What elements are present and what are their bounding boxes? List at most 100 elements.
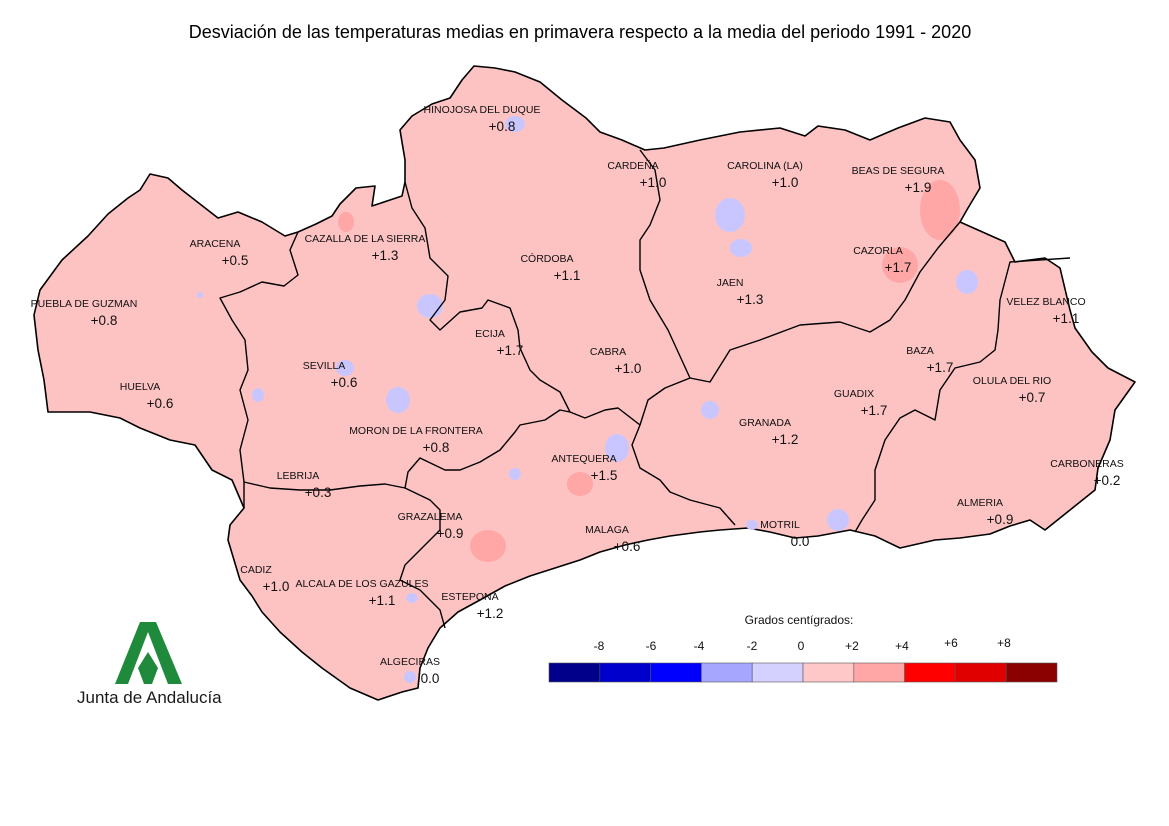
station-value: 0.0	[791, 534, 810, 549]
station-label: LEBRIJA +0.3	[277, 470, 332, 500]
station-value: +0.9	[987, 512, 1014, 527]
station-value: +0.2	[1094, 473, 1121, 488]
station-label: ARACENA +0.5	[190, 238, 249, 268]
station-label: ECIJA +1.7	[475, 328, 523, 358]
station-name: GRANADA	[739, 417, 791, 429]
region-outline	[33, 65, 1136, 701]
station-value: +1.3	[737, 292, 764, 307]
station-label: ANTEQUERA +1.5	[551, 453, 617, 483]
station-value: +0.3	[305, 485, 332, 500]
station-name: CÓRDOBA	[520, 252, 573, 265]
legend-swatch	[599, 662, 651, 683]
station-name: BAZA	[906, 345, 933, 357]
legend-swatch	[548, 662, 601, 683]
legend-tick-label: 0	[798, 639, 805, 653]
station-value: +0.8	[489, 119, 516, 134]
station-name: MALAGA	[585, 524, 629, 536]
station-name: CARDEÑA	[607, 159, 658, 172]
station-name: HUELVA	[120, 381, 160, 393]
legend: Grados centígrados: -8 -6 -4 -2 0 +2 +4 +6 +8	[548, 613, 1058, 683]
station-name: JAEN	[717, 277, 744, 289]
station-value: +1.1	[1053, 311, 1080, 326]
station-value: +0.6	[614, 539, 641, 554]
legend-swatch	[1005, 662, 1058, 683]
station-label: JAEN +1.3	[717, 277, 764, 307]
station-label: CAROLINA (LA) +1.0	[727, 160, 803, 190]
station-value: +0.8	[91, 313, 118, 328]
station-name: ALCALA DE LOS GAZULES	[295, 578, 428, 590]
station-label: ALCALA DE LOS GAZULES +1.1	[295, 578, 428, 608]
station-label: GRANADA +1.2	[739, 417, 798, 447]
station-name: ESTEPONA	[441, 591, 498, 603]
station-value: +0.9	[437, 526, 464, 541]
station-label: CABRA +1.0	[590, 346, 641, 376]
station-value: +1.7	[927, 360, 954, 375]
station-name: CAZORLA	[853, 245, 903, 257]
station-value: +1.7	[885, 260, 912, 275]
station-label: GRAZALEMA +0.9	[398, 511, 464, 541]
legend-swatch	[955, 662, 1007, 683]
station-name: VELEZ BLANCO	[1006, 296, 1085, 308]
legend-tick-label: -6	[646, 639, 657, 653]
station-label: ALGECIRAS 0.0	[380, 656, 440, 686]
station-value: +0.8	[423, 440, 450, 455]
station-label: GUADIX +1.7	[834, 388, 887, 418]
station-label: ALMERIA +0.9	[957, 497, 1013, 527]
station-name: OLULA DEL RIO	[973, 375, 1051, 387]
station-value: +0.7	[1019, 390, 1046, 405]
station-label: CÓRDOBA +1.1	[520, 252, 580, 283]
legend-ticks: -8 -6 -4 -2 0 +2 +4 +6 +8	[594, 636, 1012, 653]
station-value: +1.3	[372, 248, 399, 263]
station-name: CADIZ	[240, 564, 272, 576]
station-label: VELEZ BLANCO +1.1	[1006, 296, 1085, 326]
station-label: MORON DE LA FRONTERA +0.8	[349, 425, 483, 455]
legend-tick-label: +8	[997, 636, 1011, 650]
map-title: Desviación de las temperaturas medias en…	[188, 22, 972, 42]
station-name: PUEBLA DE GUZMAN	[31, 298, 138, 310]
station-name: ECIJA	[475, 328, 505, 340]
station-name: LEBRIJA	[277, 470, 320, 482]
station-label: PUEBLA DE GUZMAN +0.8	[31, 298, 138, 328]
station-label: SEVILLA +0.6	[303, 360, 358, 390]
legend-tick-label: +6	[944, 636, 958, 650]
legend-swatch	[701, 662, 753, 683]
junta-andalucia-logo	[115, 622, 182, 684]
legend-tick-label: -4	[694, 639, 705, 653]
legend-swatch	[751, 662, 804, 683]
station-value: +1.1	[369, 593, 396, 608]
station-value: +1.0	[615, 361, 642, 376]
station-name: ALGECIRAS	[380, 656, 440, 668]
station-value: +1.2	[477, 606, 504, 621]
station-label: CADIZ +1.0	[240, 564, 289, 594]
legend-tick-label: -2	[747, 639, 758, 653]
station-value: 0.0	[421, 671, 440, 686]
legend-swatch	[650, 662, 702, 683]
station-value: +1.0	[263, 579, 290, 594]
station-label: BEAS DE SEGURA +1.9	[852, 165, 945, 195]
station-name: ANTEQUERA	[551, 453, 616, 465]
station-value: +0.5	[222, 253, 249, 268]
anomaly-shading	[197, 116, 978, 683]
station-name: CAROLINA (LA)	[727, 160, 803, 172]
station-value: +0.6	[331, 375, 358, 390]
station-name: MOTRIL	[760, 519, 800, 531]
station-value: +1.7	[861, 403, 888, 418]
logo-text: Junta de Andalucía	[77, 688, 222, 707]
station-value: +0.6	[147, 396, 174, 411]
legend-tick-label: +2	[845, 639, 859, 653]
station-name: BEAS DE SEGURA	[852, 165, 945, 177]
station-name: CABRA	[590, 346, 626, 358]
station-name: GRAZALEMA	[398, 511, 463, 523]
station-label: HINOJOSA DEL DUQUE +0.8	[424, 104, 541, 134]
station-labels: HINOJOSA DEL DUQUE +0.8 CARDEÑA +1.0 CAROLIN…	[31, 104, 1124, 686]
legend-swatch	[904, 662, 956, 683]
station-name: GUADIX	[834, 388, 874, 400]
legend-tick-label: +4	[895, 639, 909, 653]
station-name: ARACENA	[190, 238, 241, 250]
logo-arch-icon	[115, 622, 182, 684]
station-name: CARBONERAS	[1050, 458, 1124, 470]
station-name: HINOJOSA DEL DUQUE	[424, 104, 541, 116]
station-value: +1.0	[640, 175, 667, 190]
station-label: BAZA +1.7	[906, 345, 953, 375]
